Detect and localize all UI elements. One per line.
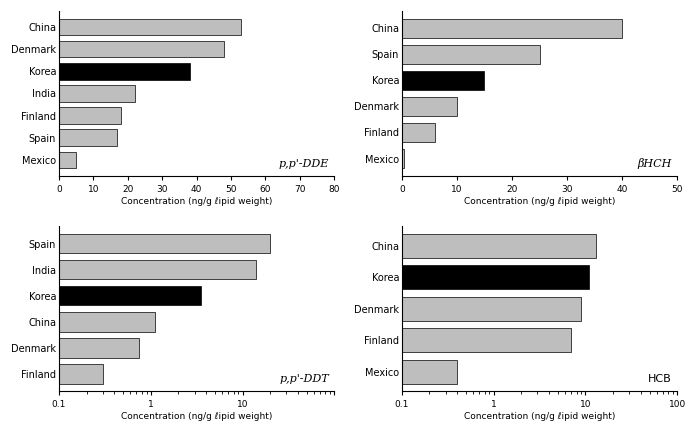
Bar — [0, 234, 596, 257]
Bar — [401, 44, 539, 64]
Bar — [0, 286, 201, 305]
Bar — [401, 97, 457, 116]
Bar — [59, 85, 135, 102]
Bar — [0, 338, 139, 358]
X-axis label: Concentration (ng/g ℓipid weight): Concentration (ng/g ℓipid weight) — [121, 412, 273, 421]
Bar — [401, 71, 484, 90]
Text: βHCH: βHCH — [637, 158, 672, 169]
Bar — [59, 152, 76, 168]
Bar — [401, 123, 435, 142]
Bar — [0, 234, 270, 254]
Bar — [59, 41, 224, 57]
Bar — [401, 149, 404, 168]
Bar — [0, 360, 457, 384]
Bar — [59, 19, 241, 35]
Bar — [0, 260, 256, 280]
Bar — [0, 297, 581, 321]
Bar — [59, 63, 190, 79]
X-axis label: Concentration (ng/g ℓipid weight): Concentration (ng/g ℓipid weight) — [464, 197, 615, 206]
Bar — [0, 265, 589, 289]
X-axis label: Concentration (ng/g ℓipid weight): Concentration (ng/g ℓipid weight) — [464, 412, 615, 421]
X-axis label: Concentration (ng/g ℓipid weight): Concentration (ng/g ℓipid weight) — [121, 197, 273, 206]
Bar — [59, 130, 117, 146]
Text: p,p'-DDE: p,p'-DDE — [279, 159, 329, 169]
Text: p,p'-DDT: p,p'-DDT — [279, 375, 329, 384]
Bar — [0, 328, 572, 352]
Bar — [0, 312, 155, 331]
Bar — [401, 19, 622, 38]
Text: HCB: HCB — [648, 375, 672, 384]
Bar — [59, 107, 121, 124]
Bar — [0, 364, 102, 384]
